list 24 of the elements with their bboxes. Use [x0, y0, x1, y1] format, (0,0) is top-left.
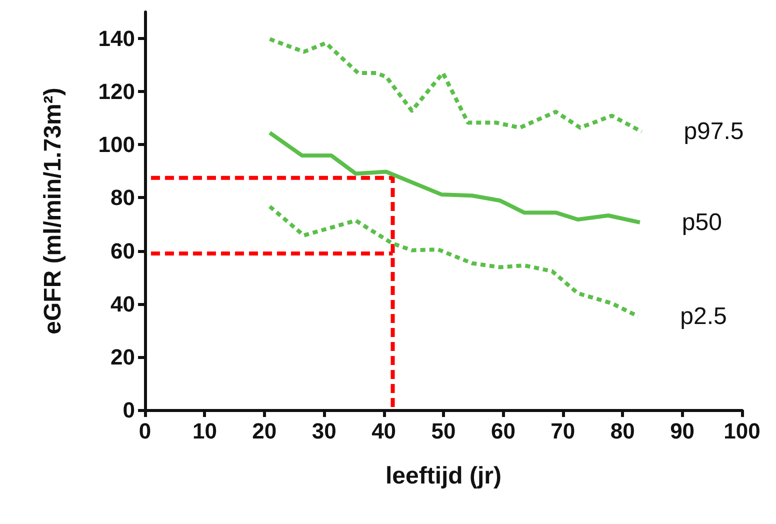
x-tick-label: 10: [192, 418, 217, 444]
x-tick-label: 80: [610, 418, 635, 444]
x-tick-label: 60: [490, 418, 516, 444]
series-label: p2.5: [680, 302, 727, 330]
x-tick-label: 90: [670, 418, 695, 444]
x-tick-label: 30: [312, 418, 336, 444]
x-axis-title: leeftijd (jr): [385, 462, 502, 490]
y-tick-label: 80: [110, 185, 135, 210]
y-tick-label: 100: [98, 132, 135, 158]
y-tick-label: 20: [110, 344, 135, 370]
x-tick-label: 50: [431, 418, 456, 444]
x-tick-label: 0: [138, 418, 152, 444]
y-tick-label: 40: [110, 291, 135, 316]
x-tick-label: 70: [550, 418, 576, 444]
x-tick-label: 20: [252, 418, 277, 444]
y-tick-label: 120: [98, 79, 135, 104]
series-label: p97.5: [684, 118, 744, 146]
y-tick-label: 60: [110, 238, 135, 264]
y-axis-title: eGFR (ml/min/1.73m²): [40, 88, 66, 334]
x-tick-label: 100: [724, 418, 760, 444]
series-label: p50: [682, 208, 722, 236]
x-tick-label: 40: [372, 418, 396, 444]
y-tick-label: 140: [98, 26, 135, 52]
y-tick-label: 0: [122, 398, 135, 422]
